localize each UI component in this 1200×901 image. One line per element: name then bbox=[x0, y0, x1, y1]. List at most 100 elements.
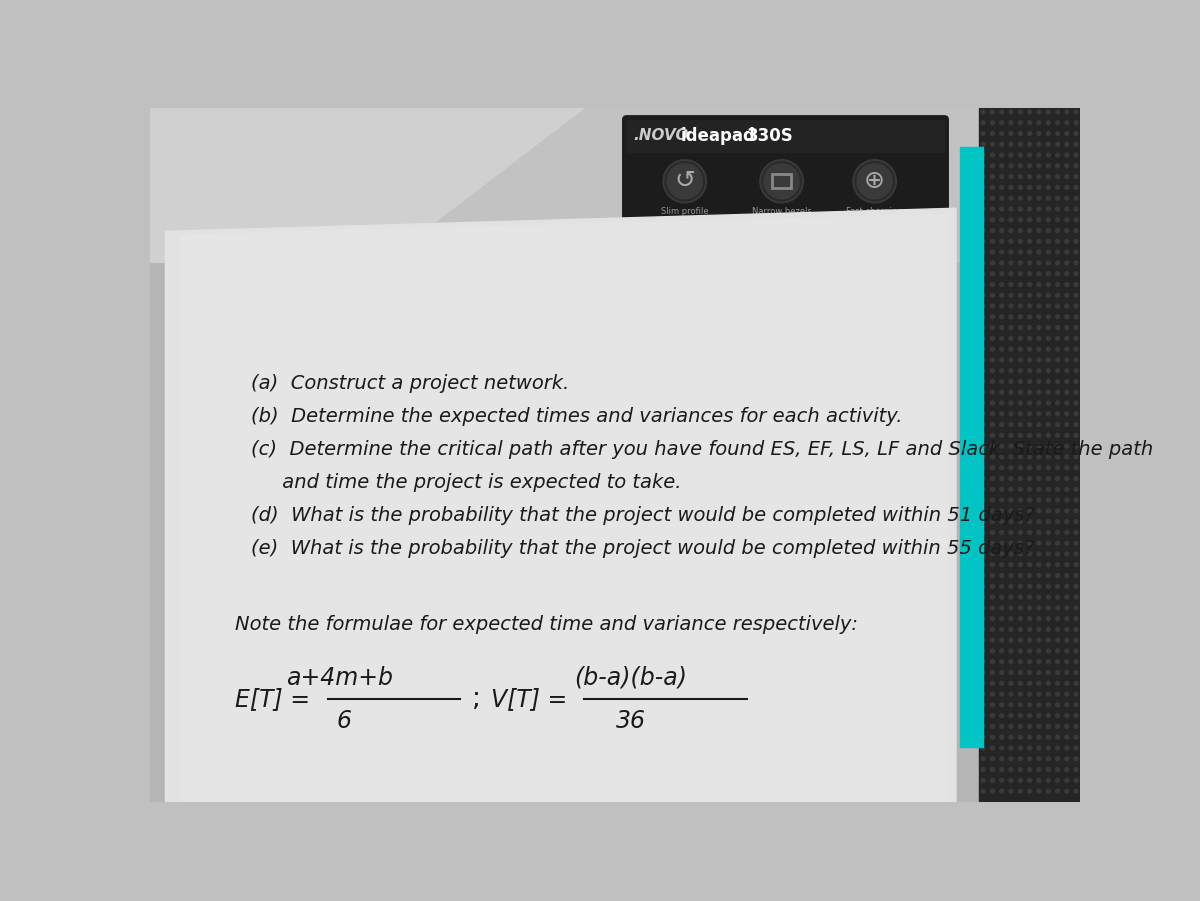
Circle shape bbox=[1000, 778, 1003, 782]
Circle shape bbox=[1046, 401, 1050, 405]
Circle shape bbox=[1019, 261, 1022, 265]
Circle shape bbox=[982, 121, 985, 124]
Circle shape bbox=[1009, 692, 1013, 696]
Circle shape bbox=[1046, 390, 1050, 394]
Circle shape bbox=[1000, 596, 1003, 599]
Circle shape bbox=[1009, 789, 1013, 793]
Circle shape bbox=[1000, 455, 1003, 459]
Circle shape bbox=[1046, 692, 1050, 696]
Circle shape bbox=[990, 336, 995, 341]
Circle shape bbox=[1046, 487, 1050, 491]
Circle shape bbox=[1064, 627, 1069, 632]
Circle shape bbox=[1064, 735, 1069, 739]
Circle shape bbox=[982, 196, 985, 200]
Circle shape bbox=[1027, 735, 1032, 739]
Circle shape bbox=[982, 670, 985, 675]
Circle shape bbox=[1056, 542, 1060, 545]
Circle shape bbox=[1064, 358, 1069, 362]
Circle shape bbox=[990, 347, 995, 351]
Circle shape bbox=[1027, 250, 1032, 254]
Circle shape bbox=[990, 175, 995, 178]
Circle shape bbox=[1027, 186, 1032, 189]
Circle shape bbox=[1074, 433, 1078, 437]
Circle shape bbox=[1019, 347, 1022, 351]
Circle shape bbox=[1019, 153, 1022, 157]
Circle shape bbox=[1074, 789, 1078, 793]
Circle shape bbox=[1064, 714, 1069, 717]
Circle shape bbox=[1027, 110, 1032, 114]
Circle shape bbox=[1046, 466, 1050, 469]
Circle shape bbox=[1074, 110, 1078, 114]
Circle shape bbox=[1019, 596, 1022, 599]
Circle shape bbox=[990, 433, 995, 437]
Circle shape bbox=[982, 444, 985, 448]
Circle shape bbox=[1037, 477, 1040, 480]
Circle shape bbox=[1009, 498, 1013, 502]
Circle shape bbox=[1074, 283, 1078, 287]
Circle shape bbox=[1064, 369, 1069, 373]
Circle shape bbox=[1019, 423, 1022, 426]
Circle shape bbox=[1027, 218, 1032, 222]
Circle shape bbox=[1074, 325, 1078, 330]
Circle shape bbox=[990, 574, 995, 578]
Circle shape bbox=[1027, 627, 1032, 632]
Circle shape bbox=[1056, 531, 1060, 534]
Circle shape bbox=[1000, 768, 1003, 771]
Circle shape bbox=[1000, 757, 1003, 760]
Circle shape bbox=[1027, 121, 1032, 124]
Circle shape bbox=[1046, 649, 1050, 653]
Circle shape bbox=[1009, 585, 1013, 588]
Circle shape bbox=[1027, 240, 1032, 243]
Circle shape bbox=[1046, 455, 1050, 459]
FancyBboxPatch shape bbox=[623, 116, 948, 243]
Circle shape bbox=[1009, 347, 1013, 351]
Circle shape bbox=[990, 768, 995, 771]
Circle shape bbox=[1074, 196, 1078, 200]
Circle shape bbox=[1000, 369, 1003, 373]
Circle shape bbox=[1027, 746, 1032, 750]
Circle shape bbox=[1019, 369, 1022, 373]
Circle shape bbox=[1019, 240, 1022, 243]
Circle shape bbox=[1074, 649, 1078, 653]
Circle shape bbox=[1074, 768, 1078, 771]
Circle shape bbox=[1000, 304, 1003, 308]
Circle shape bbox=[1009, 757, 1013, 760]
Circle shape bbox=[990, 627, 995, 632]
Text: ideapad: ideapad bbox=[680, 127, 756, 145]
Circle shape bbox=[1027, 196, 1032, 200]
Circle shape bbox=[1064, 681, 1069, 686]
Circle shape bbox=[1074, 390, 1078, 394]
Circle shape bbox=[990, 660, 995, 664]
Circle shape bbox=[1046, 261, 1050, 265]
Circle shape bbox=[1056, 552, 1060, 556]
Circle shape bbox=[1019, 574, 1022, 578]
Circle shape bbox=[990, 616, 995, 621]
Circle shape bbox=[1064, 520, 1069, 523]
Circle shape bbox=[1064, 433, 1069, 437]
Circle shape bbox=[1019, 325, 1022, 330]
Circle shape bbox=[1009, 627, 1013, 632]
Circle shape bbox=[1009, 142, 1013, 146]
Circle shape bbox=[1009, 132, 1013, 135]
Circle shape bbox=[1046, 196, 1050, 200]
Circle shape bbox=[1056, 757, 1060, 760]
Circle shape bbox=[1046, 369, 1050, 373]
Circle shape bbox=[1056, 358, 1060, 362]
Circle shape bbox=[1027, 229, 1032, 232]
Circle shape bbox=[982, 218, 985, 222]
Circle shape bbox=[990, 520, 995, 523]
Circle shape bbox=[1046, 336, 1050, 341]
Circle shape bbox=[1074, 660, 1078, 664]
Circle shape bbox=[1000, 250, 1003, 254]
Circle shape bbox=[1064, 314, 1069, 319]
Circle shape bbox=[1019, 649, 1022, 653]
Circle shape bbox=[1046, 531, 1050, 534]
Circle shape bbox=[1037, 714, 1040, 717]
Text: 6: 6 bbox=[336, 709, 352, 733]
Circle shape bbox=[1009, 358, 1013, 362]
Circle shape bbox=[982, 681, 985, 686]
Circle shape bbox=[1064, 110, 1069, 114]
Circle shape bbox=[1027, 347, 1032, 351]
Circle shape bbox=[664, 159, 707, 203]
Text: (b)  Determine the expected times and variances for each activity.: (b) Determine the expected times and var… bbox=[251, 407, 902, 426]
